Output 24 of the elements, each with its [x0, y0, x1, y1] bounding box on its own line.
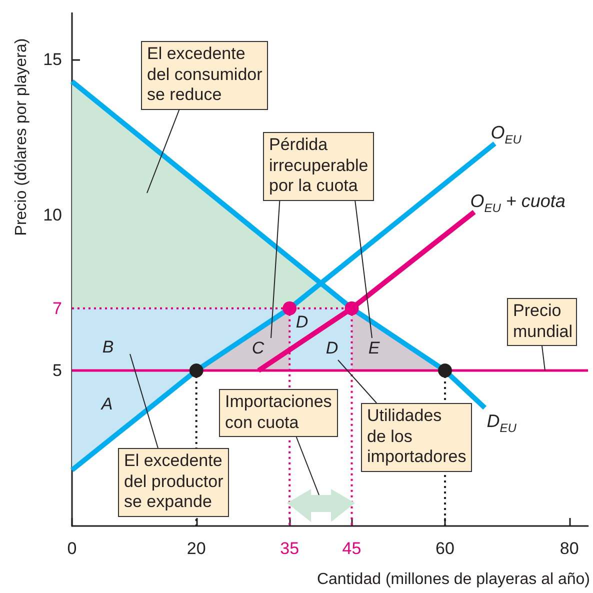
annotation: Pérdida irrecuperable por la cuota — [263, 132, 374, 200]
y-tick-label: 10 — [43, 206, 62, 225]
x-axis-title: Cantidad (millones de playeras al año) — [316, 571, 590, 588]
y-tick-label: 7 — [52, 298, 62, 318]
x-tick-label: 60 — [436, 539, 454, 558]
annotation: D — [326, 338, 338, 358]
annotation: Utilidades de los importadores — [361, 403, 472, 472]
annotation: El excedente del consumidor se reduce — [141, 41, 268, 110]
annotation: El excedente del productor se expande — [118, 448, 230, 516]
y-tick-label: 5 — [52, 361, 62, 380]
annotation: Importaciones con cuota — [219, 389, 338, 437]
annotation: A — [101, 394, 113, 414]
annotation: C — [252, 338, 264, 358]
x-tick-label: 80 — [560, 539, 579, 558]
x-tick-label: 20 — [186, 539, 206, 558]
y-tick-label: 15 — [43, 50, 62, 70]
x-tick-label: 45 — [342, 539, 362, 558]
x-tick-label: 35 — [280, 539, 300, 558]
ref-line-label: Precio mundial — [507, 298, 577, 346]
annotation: B — [102, 338, 114, 356]
x-tick-label: 0 — [67, 539, 77, 558]
annotation: D — [296, 312, 308, 332]
annotation: E — [368, 338, 380, 358]
y-axis-title: Precio (dólares por playera) — [13, 38, 30, 236]
